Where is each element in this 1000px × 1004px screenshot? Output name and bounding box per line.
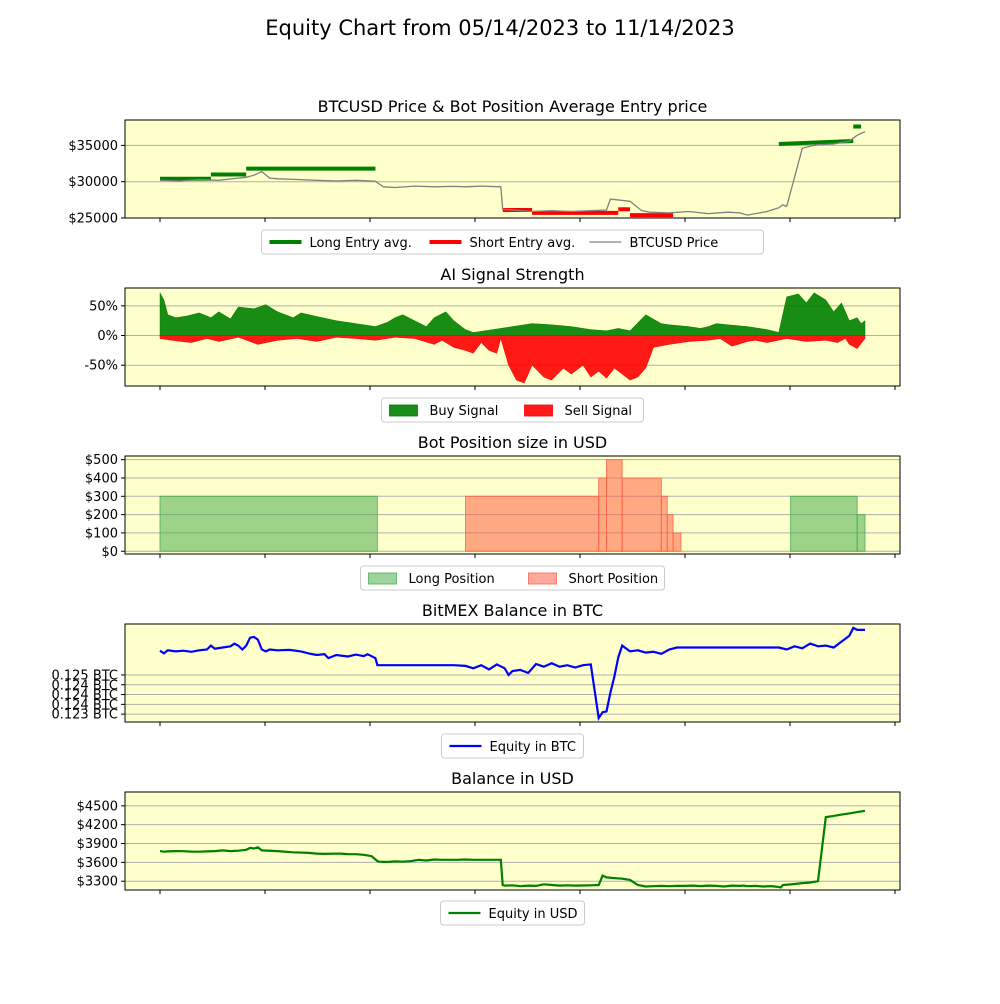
y-tick-label: 0.123 BTC	[51, 708, 118, 723]
legend-swatch	[389, 404, 418, 417]
long-position-step	[159, 495, 378, 552]
figure-title: Equity Chart from 05/14/2023 to 11/14/20…	[265, 16, 735, 40]
panel-1: BTCUSD Price & Bot Position Average Entr…	[68, 97, 901, 255]
legend-label: Equity in BTC	[490, 740, 576, 755]
panel-5: Balance in USD $3300 $3600 $3900 $4200 $4500 E…	[77, 769, 901, 926]
y-tick-label: $300	[85, 490, 118, 505]
legend-frame	[441, 733, 584, 759]
legend-label: Short Entry avg.	[470, 236, 576, 251]
panel-title: Bot Position size in USD	[418, 433, 607, 452]
y-tick-label: $4200	[77, 818, 118, 833]
plot-area	[125, 120, 900, 218]
y-tick-label: $30000	[68, 175, 118, 190]
long-position-step	[790, 495, 858, 552]
buy-signal-area	[159, 292, 866, 336]
legend: Buy Signal Sell Signal	[381, 397, 644, 423]
legend-label: BTCUSD Price	[630, 236, 719, 251]
plot-content	[159, 459, 866, 552]
y-tick-label: 0.124 BTC	[51, 678, 118, 693]
plot-frame	[124, 791, 901, 891]
y-tick-label: 0%	[97, 329, 118, 344]
short-position-step	[660, 495, 668, 552]
panel-title: BitMEX Balance in BTC	[422, 601, 603, 620]
plot-frame	[124, 287, 901, 387]
legend-label: Sell Signal	[565, 404, 633, 419]
sell-signal-area	[159, 335, 866, 384]
short-position-step	[606, 459, 623, 552]
legend-frame	[261, 229, 764, 255]
short-position-step	[666, 514, 674, 552]
equity-btc-line	[159, 626, 865, 722]
y-tick-label: $35000	[68, 139, 118, 154]
legend: Long Position Short Position	[360, 565, 665, 591]
legend: Equity in USD	[440, 900, 585, 926]
plot-content	[159, 809, 866, 889]
legend-label: Long Position	[409, 572, 495, 587]
long-position-step	[856, 514, 866, 552]
y-tick-label: 0.124 BTC	[51, 698, 118, 713]
y-tick-label: $3600	[77, 856, 118, 871]
plot-frame	[124, 623, 901, 723]
legend-frame	[381, 397, 644, 423]
y-tick-label: $200	[85, 508, 118, 523]
y-tick-label: 50%	[89, 299, 118, 314]
plot-frame	[124, 119, 901, 219]
panel-3: Bot Position size in USD $0 $100 $200 $300 $4…	[85, 433, 901, 591]
panel-title: BTCUSD Price & Bot Position Average Entr…	[318, 97, 708, 116]
legend-label: Buy Signal	[430, 404, 499, 419]
legend-frame	[360, 565, 665, 591]
panel-title: Balance in USD	[451, 769, 574, 788]
panel-2: AI Signal Strength -50% 0% 50% Buy Signal Sel…	[84, 265, 901, 423]
legend-swatch	[524, 404, 553, 417]
legend-label: Equity in USD	[489, 907, 578, 922]
legend: Equity in BTC	[441, 733, 584, 759]
y-tick-label: -50%	[84, 359, 118, 374]
legend: Long Entry avg. Short Entry avg. BTCUSD Pr…	[261, 229, 764, 255]
plot-area	[125, 624, 900, 722]
y-tick-label: $25000	[68, 212, 118, 227]
long-entry-segment	[778, 139, 854, 146]
legend-frame	[440, 900, 585, 926]
panels: BTCUSD Price & Bot Position Average Entr…	[51, 97, 901, 926]
y-tick-label: $3900	[77, 837, 118, 852]
y-tick-label: $0	[101, 545, 118, 560]
y-tick-label: $100	[85, 526, 118, 541]
legend-label: Long Entry avg.	[310, 236, 412, 251]
short-position-step	[465, 495, 600, 552]
short-position-step	[621, 477, 662, 552]
panel-title: AI Signal Strength	[440, 265, 584, 284]
equity-usd-line	[159, 809, 866, 889]
short-position-step	[598, 477, 608, 552]
plot-content	[159, 292, 866, 384]
y-tick-label: $500	[85, 453, 118, 468]
price-line	[159, 131, 866, 216]
legend-swatch	[528, 572, 557, 585]
plot-content	[159, 626, 865, 722]
plot-content	[159, 124, 866, 218]
legend-label: Short Position	[569, 572, 659, 587]
plot-area	[125, 792, 900, 890]
y-tick-label: $400	[85, 471, 118, 486]
plot-frame	[124, 455, 901, 555]
short-position-step	[672, 532, 682, 552]
y-tick-label: $4500	[77, 799, 118, 814]
y-tick-label: $3300	[77, 875, 118, 890]
y-tick-label: 0.124 BTC	[51, 688, 118, 703]
y-tick-label: 0.125 BTC	[51, 668, 118, 683]
legend-swatch	[368, 572, 397, 585]
